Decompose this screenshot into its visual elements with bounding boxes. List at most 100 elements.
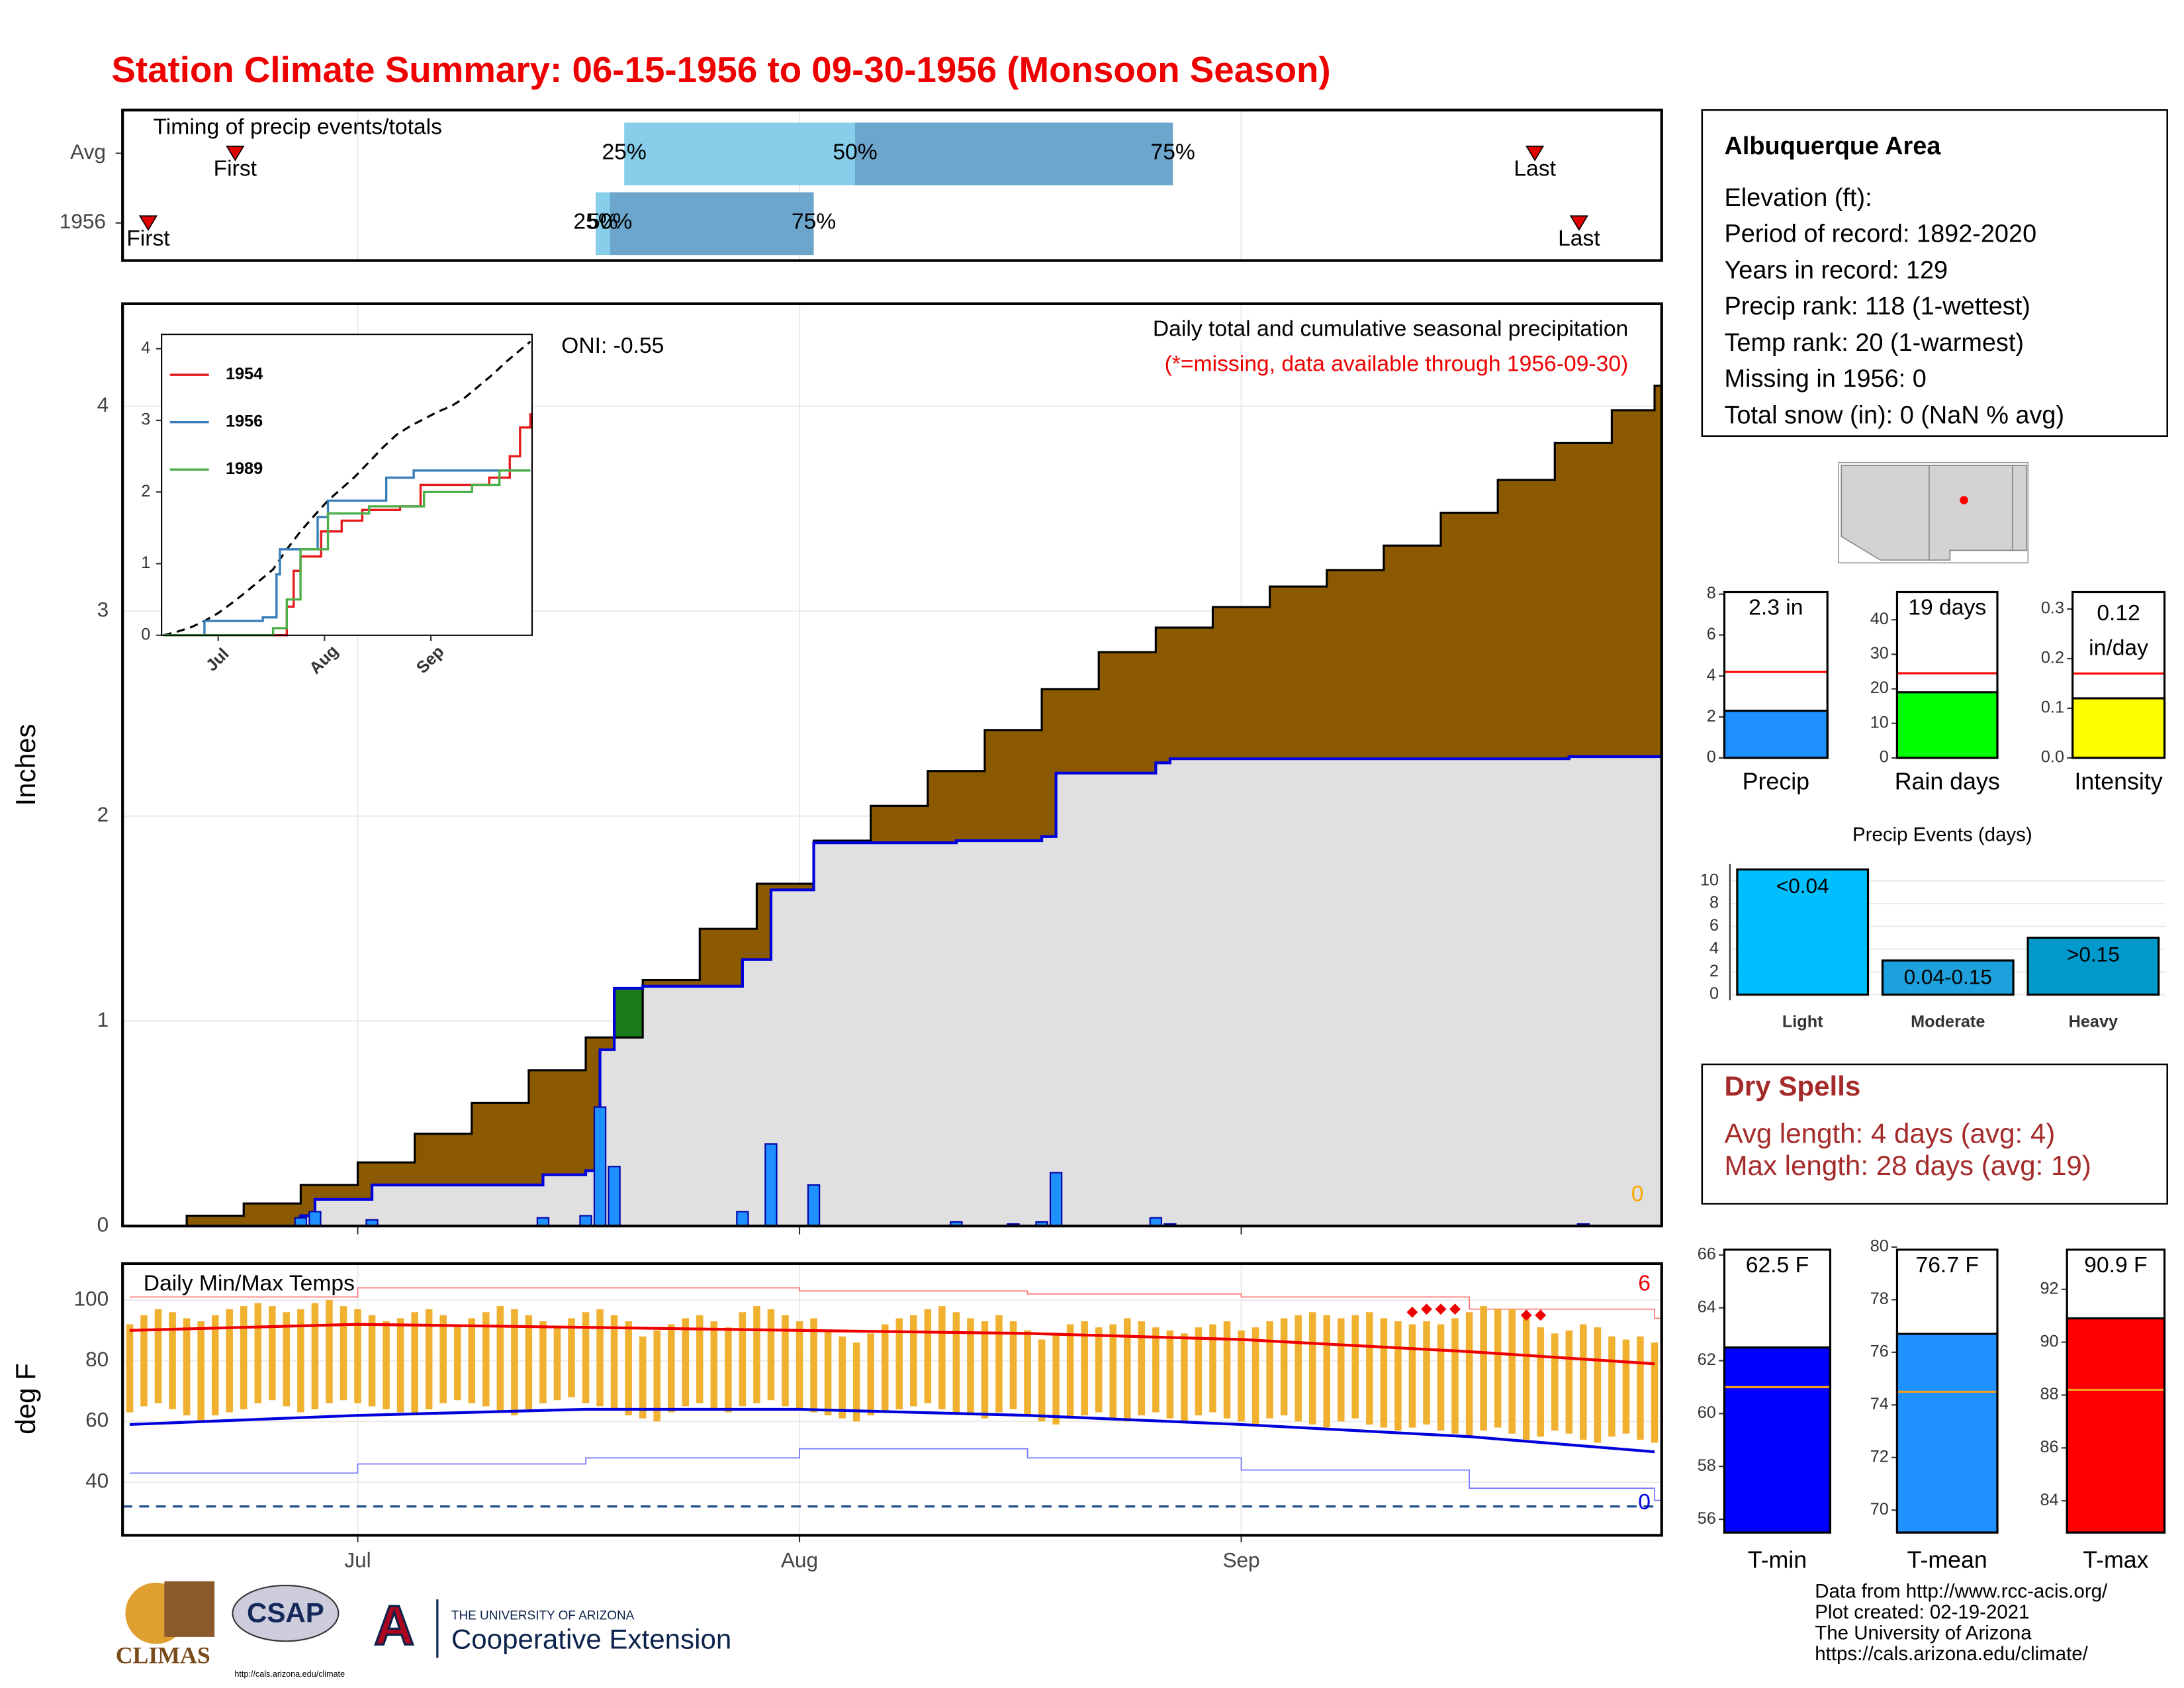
logo-shape: [164, 1581, 215, 1637]
logo-text: Cooperative Extension: [451, 1623, 731, 1654]
y-tick-label: 0: [1707, 748, 1716, 767]
temp-bar: [1251, 1327, 1259, 1425]
temp-bar: [1166, 1330, 1174, 1419]
logo-text: CLIMAS: [116, 1642, 210, 1669]
row-label: Avg: [70, 140, 106, 164]
annotation: Daily total and cumulative seasonal prec…: [1153, 317, 1628, 342]
temp-bar: [852, 1342, 860, 1422]
temp-bar: [297, 1309, 304, 1413]
gauge-bar: [1895, 1333, 1999, 1534]
y-tick-label: 86: [2040, 1438, 2058, 1456]
gauge-bar: [1723, 710, 1829, 759]
value-label: 90.9 F: [2084, 1253, 2147, 1278]
temp-bar: [796, 1321, 803, 1410]
temp-bar: [468, 1318, 476, 1403]
logo-text: THE UNIVERSITY OF ARIZONA: [451, 1609, 635, 1622]
temp-bar: [1295, 1315, 1302, 1422]
y-tick-label: 20: [1870, 679, 1889, 697]
temp-bar: [482, 1312, 490, 1407]
bar-label: 0.04-0.15: [1904, 965, 1992, 989]
temp-bar: [1009, 1321, 1017, 1410]
timing-bar: [610, 192, 814, 256]
y-tick-label: 1: [97, 1008, 109, 1031]
value-label: 76.7 F: [1916, 1253, 1979, 1278]
temp-bar: [1380, 1318, 1388, 1428]
temp-bar: [1651, 1342, 1659, 1443]
y-tick-label: 100: [74, 1286, 109, 1310]
y-tick-label: 60: [85, 1408, 109, 1432]
y-tick-label: 74: [1870, 1395, 1889, 1413]
x-tick-label: Aug: [781, 1548, 818, 1572]
temp-bar: [1580, 1324, 1587, 1440]
inset-line: [163, 469, 531, 637]
y-tick-label: 3: [97, 598, 109, 622]
temp-bar: [1038, 1339, 1046, 1422]
daily-bar: [1049, 1172, 1063, 1227]
temp-bar: [511, 1309, 518, 1416]
gauge-label: Rain days: [1895, 768, 2000, 794]
gauge-bar: [1723, 1346, 1832, 1534]
event-marker: [1569, 215, 1589, 231]
inset-line: [163, 469, 531, 637]
y-tick-label: 0: [1880, 748, 1889, 767]
record-marker: [1421, 1303, 1432, 1315]
bar-label: >0.15: [2067, 942, 2120, 966]
x-tick-label: Heavy: [2069, 1012, 2118, 1031]
temp-bar: [924, 1309, 932, 1403]
temp-bar: [810, 1318, 817, 1413]
y-tick-label: 2: [97, 802, 109, 826]
frame: [1895, 1248, 1999, 1534]
legend-label: 1956: [226, 412, 263, 430]
bar: [2026, 937, 2160, 996]
gauge-label: T-max: [2083, 1547, 2148, 1573]
temp-bar: [1508, 1309, 1516, 1434]
temp-bar: [1494, 1309, 1502, 1428]
y-tick-label: 40: [1870, 610, 1889, 628]
temp-bar: [340, 1306, 347, 1401]
event-label: Last: [1558, 226, 1600, 251]
temp-bar: [1608, 1336, 1615, 1437]
temp-bar: [211, 1315, 219, 1416]
event-label: Last: [1514, 157, 1556, 181]
frame: [1723, 1248, 1832, 1534]
y-tick-label: 0: [1709, 984, 1719, 1003]
avg-min-line: [129, 1407, 1655, 1454]
y-tick-label: 30: [1870, 644, 1889, 663]
temp-bar: [1024, 1330, 1031, 1416]
y-tick-label: 92: [2040, 1279, 2058, 1297]
temp-bar: [197, 1321, 205, 1422]
value-label: 2.3 in: [1749, 596, 1803, 620]
y-tick-label: 40: [85, 1468, 109, 1492]
temp-bar: [1338, 1318, 1345, 1422]
footer-line: https://cals.arizona.edu/climate/: [1815, 1643, 2088, 1665]
footer-line: Plot created: 02-19-2021: [1815, 1601, 2029, 1623]
y-tick-label: 78: [1870, 1289, 1889, 1308]
temp-bar: [1423, 1321, 1430, 1425]
temp-bar: [1394, 1321, 1402, 1431]
percent-label: 75%: [792, 210, 836, 234]
value-label: 0.12: [2097, 601, 2140, 626]
record-marker: [1535, 1309, 1547, 1321]
temp-bar: [895, 1318, 903, 1410]
daily-bar: [807, 1184, 821, 1227]
temp-bar: [425, 1309, 433, 1410]
row-label: 1956: [60, 209, 106, 233]
station-line: Missing in 1956: 0: [1724, 365, 1926, 393]
y-tick-label: 4: [97, 393, 109, 416]
gauge-label: T-mean: [1907, 1547, 1987, 1573]
temp-bar: [995, 1315, 1003, 1413]
temp-bar: [1052, 1333, 1060, 1425]
temp-bar: [1451, 1318, 1459, 1434]
temp-bar: [183, 1318, 191, 1416]
x-tick-label: Jul: [344, 1548, 371, 1572]
temp-bar: [967, 1318, 974, 1416]
y-tick-label: 6: [1709, 916, 1719, 935]
gauge-label: Intensity: [2074, 768, 2162, 794]
percent-label: 25%: [602, 140, 646, 164]
y-tick-label: 8: [1707, 584, 1716, 602]
timing-bar: [624, 122, 856, 185]
temp-bar: [1551, 1333, 1559, 1431]
y-tick-label: 0.1: [2041, 698, 2064, 717]
record-marker: [1520, 1309, 1532, 1321]
bar: [1736, 868, 1870, 996]
